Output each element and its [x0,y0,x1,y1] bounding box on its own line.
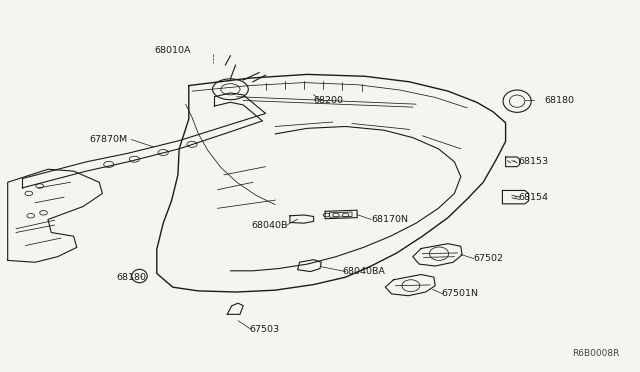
Text: 67503: 67503 [250,325,280,334]
Text: 68170N: 68170N [371,215,408,224]
Text: 68180: 68180 [116,273,146,282]
Text: R6B0008R: R6B0008R [572,349,620,358]
Text: 67870M: 67870M [90,135,128,144]
Text: 68200: 68200 [314,96,344,105]
Text: 68154: 68154 [518,193,548,202]
Text: 68153: 68153 [518,157,548,166]
Text: 68180: 68180 [544,96,574,105]
Text: 67502: 67502 [474,254,504,263]
Text: 67501N: 67501N [442,289,479,298]
Text: 68040BA: 68040BA [342,267,385,276]
Text: 68010A: 68010A [154,46,191,55]
Text: 68040B: 68040B [252,221,288,230]
